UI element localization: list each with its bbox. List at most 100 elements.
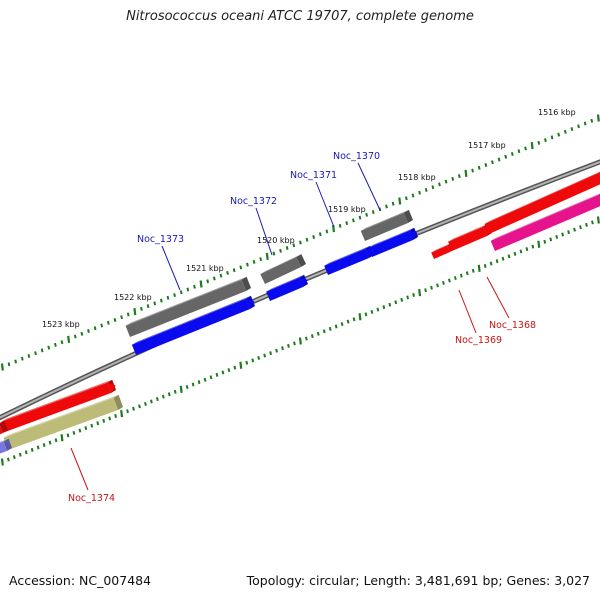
minor-tick	[517, 149, 521, 154]
minor-tick	[6, 457, 10, 462]
minor-tick	[108, 416, 112, 421]
minor-tick	[510, 151, 514, 156]
feature-noc1374-red-front	[1, 382, 112, 432]
inner-tick-track	[0, 216, 600, 466]
minor-tick	[504, 154, 508, 159]
feature-noc1372-gray-top	[260, 254, 302, 275]
minor-tick	[557, 132, 561, 137]
major-tick	[596, 216, 600, 224]
minor-tick	[491, 160, 494, 165]
feature-left-purple-front	[0, 441, 7, 454]
minor-tick	[346, 319, 350, 324]
minor-tick	[524, 146, 527, 151]
minor-tick	[114, 414, 118, 418]
minor-tick	[215, 372, 219, 377]
minor-tick	[140, 306, 143, 311]
feature-noc1369-a-top	[431, 242, 453, 253]
minor-tick	[513, 251, 517, 256]
minor-tick	[590, 118, 594, 123]
minor-tick	[570, 127, 574, 132]
minor-tick	[173, 293, 176, 298]
minor-tick	[316, 331, 320, 336]
minor-tick	[144, 401, 147, 406]
minor-tick	[519, 249, 523, 254]
minor-tick	[364, 312, 368, 317]
leader-line	[357, 162, 381, 211]
tick-label: 1517 kbp	[468, 141, 506, 150]
minor-tick	[573, 227, 576, 232]
minor-tick	[87, 329, 90, 334]
major-tick	[265, 252, 269, 260]
minor-tick	[209, 375, 213, 380]
minor-tick	[591, 220, 594, 225]
minor-tick	[203, 377, 207, 382]
minor-tick	[465, 271, 469, 276]
feature-left-red-end	[0, 420, 8, 433]
minor-tick	[161, 394, 165, 399]
minor-tick	[93, 326, 97, 331]
minor-tick	[345, 221, 349, 226]
minor-tick	[365, 212, 368, 217]
minor-tick	[549, 237, 553, 242]
leader-line	[486, 276, 510, 319]
minor-tick	[166, 295, 170, 300]
major-tick	[358, 313, 362, 321]
minor-tick	[106, 320, 110, 325]
minor-tick	[537, 140, 541, 145]
major-tick	[239, 361, 243, 369]
minor-tick	[305, 237, 309, 242]
backbone-outer	[0, 159, 600, 421]
minor-tick	[471, 268, 475, 273]
leader-line	[458, 289, 477, 334]
minor-tick	[245, 360, 249, 365]
feature-noc1370-top	[368, 227, 415, 248]
feature-left-red-front	[0, 425, 3, 435]
major-tick	[133, 308, 137, 316]
minor-tick	[212, 276, 216, 281]
feature-noc1374-front	[3, 397, 119, 450]
major-tick	[67, 335, 71, 343]
feature-left-purple-end	[3, 438, 12, 451]
minor-tick	[459, 273, 463, 278]
feature-noc1370-front	[368, 230, 413, 257]
minor-tick	[34, 351, 37, 356]
feature-noc1373-arrowhead	[245, 298, 255, 309]
minor-tick	[126, 409, 129, 414]
minor-tick	[72, 430, 76, 435]
minor-tick	[102, 418, 106, 423]
minor-tick	[27, 353, 31, 358]
feature-left-red-top	[0, 420, 5, 424]
feature-noc1368-front	[484, 173, 600, 234]
minor-tick	[424, 288, 427, 293]
gene-label: Noc_1372	[230, 196, 277, 207]
map-title: Nitrosococcus oceani ATCC 19707, complet…	[126, 9, 474, 24]
feature-noc1373-gray-top	[125, 276, 247, 326]
major-tick	[179, 385, 183, 394]
minor-tick	[78, 428, 82, 433]
gene-label: Noc_1373	[137, 234, 184, 245]
minor-tick	[24, 450, 28, 455]
minor-tick	[448, 278, 451, 283]
minor-tick	[227, 368, 231, 373]
minor-tick	[275, 348, 278, 353]
minor-tick	[404, 196, 408, 201]
feature-track	[0, 171, 600, 454]
minor-tick	[544, 138, 547, 143]
feature-noc1368-top	[484, 171, 600, 224]
label-leader-lines	[70, 162, 510, 491]
minor-tick	[555, 234, 559, 239]
minor-tick	[233, 365, 237, 370]
minor-tick	[279, 248, 282, 253]
minor-tick	[263, 353, 267, 358]
major-tick	[418, 288, 422, 297]
minor-tick	[285, 246, 289, 251]
minor-tick	[424, 187, 428, 192]
minor-tick	[543, 239, 547, 244]
feature-noc1373-gray-end	[241, 276, 251, 291]
minor-tick	[113, 317, 117, 322]
minor-tick	[489, 261, 493, 266]
feature-noc1369-front	[448, 226, 487, 251]
minor-tick	[310, 334, 314, 339]
minor-tick	[412, 293, 416, 297]
feature-noc1373-front	[131, 298, 250, 355]
